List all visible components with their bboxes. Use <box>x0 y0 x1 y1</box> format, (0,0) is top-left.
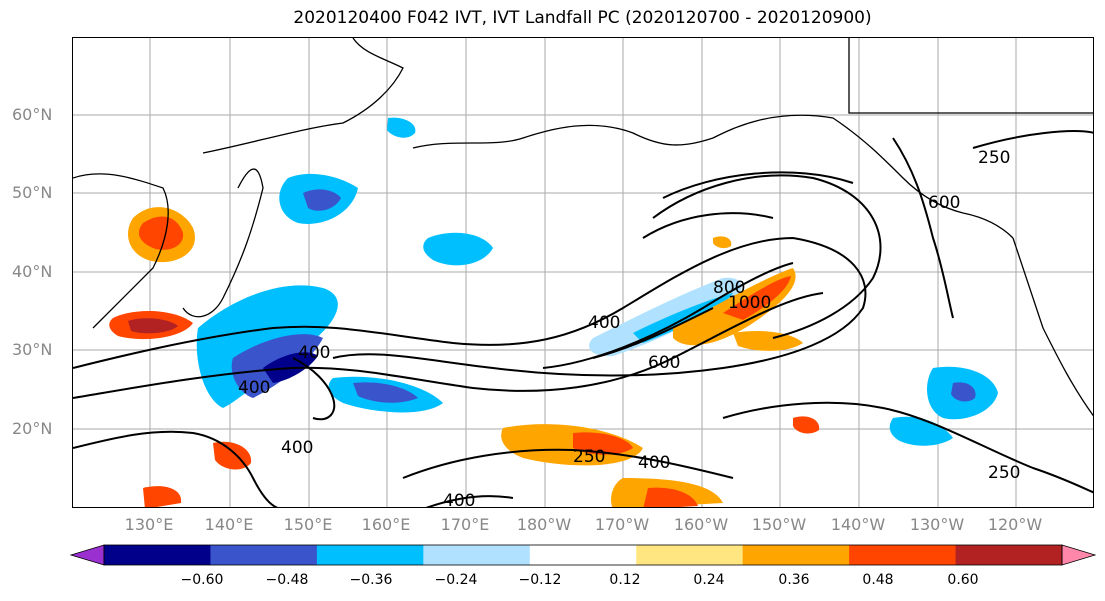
colorbar-tick-label: −0.12 <box>518 572 562 588</box>
colorbar-swatch <box>849 545 957 565</box>
contour-label: 400 <box>588 313 620 333</box>
colorbar-swatch <box>104 545 211 565</box>
longitude-label: 160°W <box>673 515 729 534</box>
coastlines <box>73 38 1093 417</box>
contour-label: 800 <box>713 278 745 298</box>
colorbar-outline <box>103 544 1063 566</box>
longitude-label: 170°W <box>594 515 650 534</box>
ivt-pc-shading <box>109 117 998 507</box>
colorbar-swatch <box>423 545 531 565</box>
colorbar-extend-high <box>1061 544 1096 566</box>
colorbar-tick-label: 0.48 <box>862 572 894 588</box>
colorbar-swatch <box>742 545 850 565</box>
map-title: 2020120400 F042 IVT, IVT Landfall PC (20… <box>293 8 872 28</box>
longitude-label: 170°E <box>440 515 490 534</box>
colorbar-tick-label: 0.36 <box>778 572 810 588</box>
longitude-label: 150°E <box>283 515 333 534</box>
longitude-label: 140°E <box>204 515 254 534</box>
colorbar-swatch <box>316 545 424 565</box>
colorbar-extend-low <box>70 544 105 566</box>
longitude-label: 130°E <box>124 515 174 534</box>
contour-label: 250 <box>988 463 1020 483</box>
colorbar-tick-label: −0.60 <box>180 572 224 588</box>
longitude-label: 160°E <box>361 515 411 534</box>
colorbar-swatch <box>636 545 744 565</box>
contour-label: 400 <box>238 378 270 398</box>
contour-label: 400 <box>281 438 313 458</box>
longitude-label: 120°W <box>987 515 1043 534</box>
colorbar-tick-label: 0.60 <box>947 572 979 588</box>
latitude-label: 30°N <box>12 340 53 359</box>
colorbar-tick-label: 0.12 <box>609 572 641 588</box>
latitude-label: 60°N <box>12 105 53 124</box>
contour-label: 250 <box>978 148 1010 168</box>
contour-label: 600 <box>928 193 960 213</box>
colorbar-swatch <box>529 545 637 565</box>
colorbar-tick-label: −0.48 <box>265 572 309 588</box>
longitude-label: 130°W <box>909 515 965 534</box>
colorbar-swatch <box>955 545 1063 565</box>
colorbar-tick-label: −0.36 <box>349 572 393 588</box>
contour-label: 600 <box>648 353 680 373</box>
contour-label: 400 <box>443 491 475 508</box>
latitude-label: 20°N <box>12 419 53 438</box>
contour-label: 1000 <box>728 293 771 313</box>
contour-label: 400 <box>638 453 670 473</box>
latitude-label: 40°N <box>12 262 53 281</box>
colorbar-tick-label: −0.24 <box>434 572 478 588</box>
colorbar-tick-label: 0.24 <box>693 572 725 588</box>
longitude-label: 180°W <box>516 515 572 534</box>
map-canvas: 250 250 250 400 400 400 400 400 400 600 … <box>73 38 1093 508</box>
colorbar-swatch <box>210 545 318 565</box>
latitude-label: 50°N <box>12 183 53 202</box>
colorbar <box>70 544 1096 566</box>
longitude-label: 140°W <box>830 515 886 534</box>
longitude-label: 150°W <box>751 515 807 534</box>
contour-label-group: 250 250 250 400 400 400 400 400 400 600 … <box>238 148 1020 508</box>
map-panel: 250 250 250 400 400 400 400 400 400 600 … <box>72 37 1094 508</box>
contour-label: 400 <box>298 343 330 363</box>
contour-label: 250 <box>573 447 605 467</box>
ivt-contours <box>73 130 1093 507</box>
